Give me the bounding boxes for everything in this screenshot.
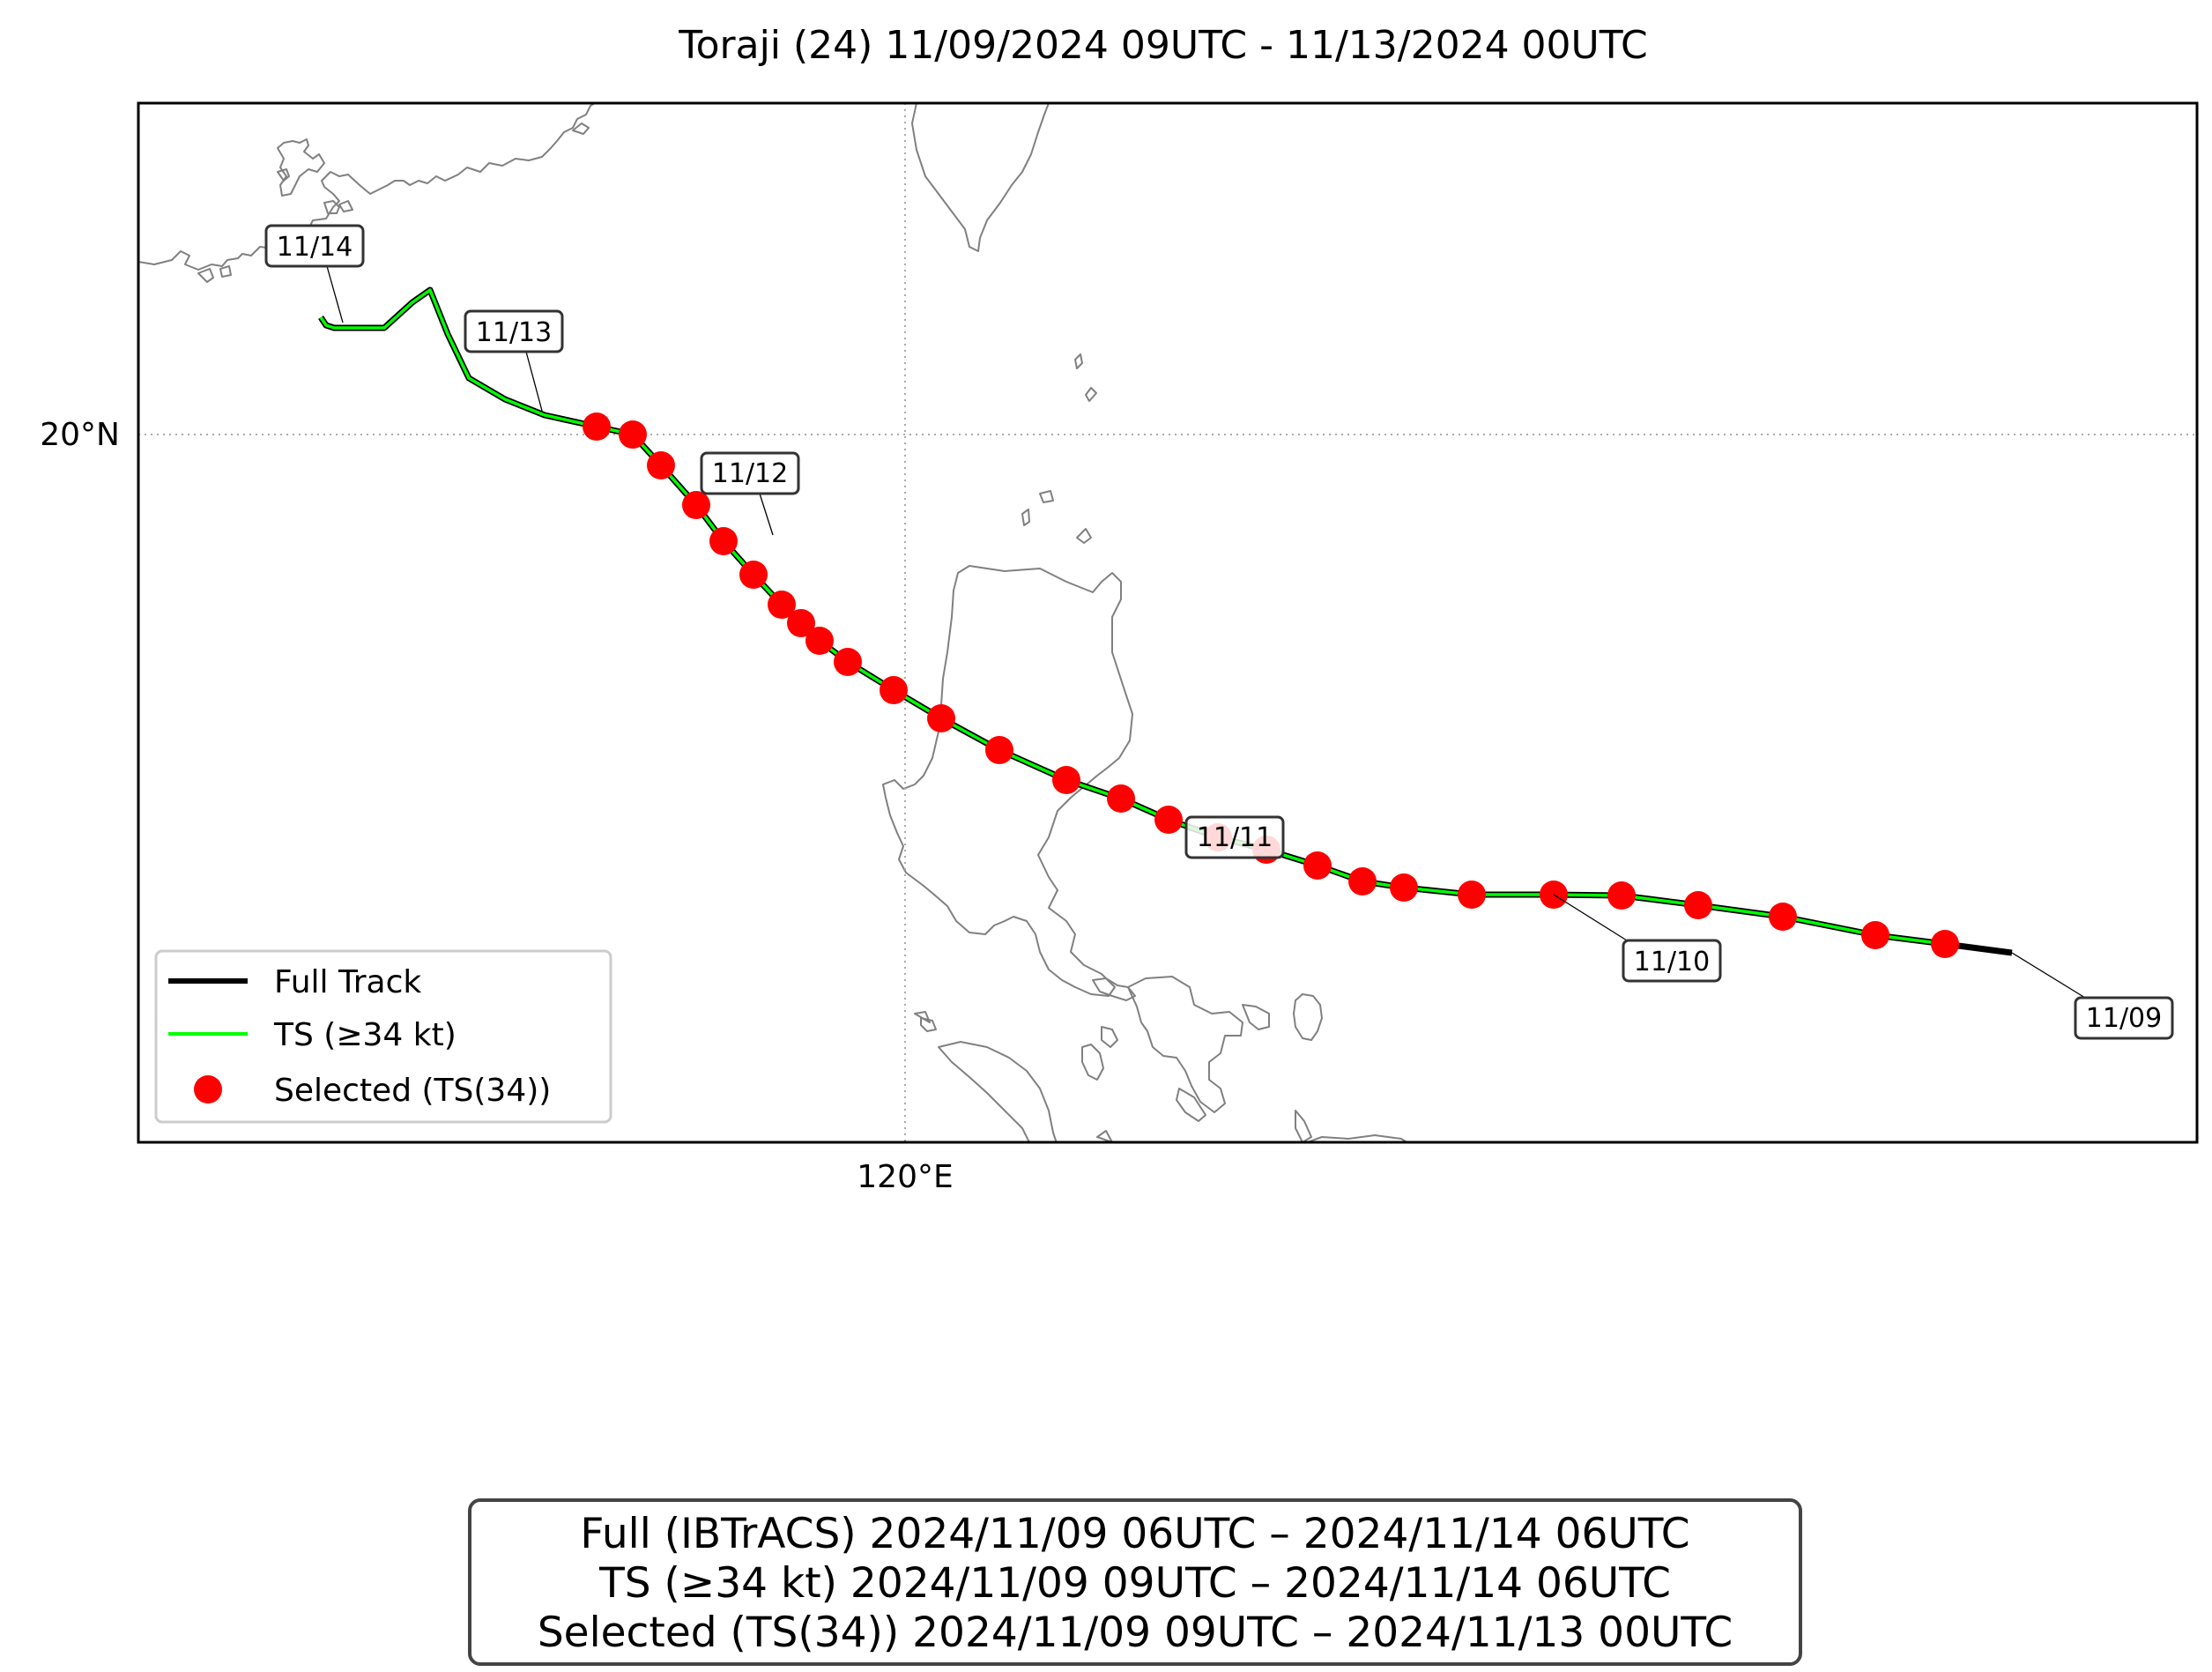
- date-label-11-12: 11/12: [700, 451, 800, 536]
- summary-ts-line: TS (≥34 kt) 2024/11/09 09UTC – 2024/11/1…: [598, 1559, 1671, 1608]
- itbayat-island-coastline: [1085, 387, 1097, 402]
- marinduque-coastline: [1081, 1044, 1104, 1081]
- date-label-11-11: 11/11: [1184, 815, 1285, 859]
- selected-point-13: [1107, 784, 1135, 813]
- map-frame: [137, 101, 2199, 1144]
- islet5-coastline: [914, 1011, 931, 1023]
- selected-point-21: [768, 591, 796, 619]
- chart-title: Toraji (24) 11/09/2024 09UTC - 11/13/202…: [678, 23, 1648, 68]
- selected-point-27: [583, 412, 611, 441]
- selected-point-15: [985, 736, 1013, 764]
- china-coastline: [138, 103, 596, 271]
- selected-point-22: [739, 561, 768, 589]
- islet3-coastline: [1176, 1088, 1206, 1122]
- lat-tick-label: 20°N: [40, 417, 120, 453]
- islet-coastline: [920, 1017, 937, 1032]
- date-label-11-14: 11/14: [264, 224, 365, 323]
- selected-point-19: [805, 627, 834, 655]
- legend: Full Track TS (≥34 kt) Selected (TS(34)): [154, 949, 612, 1124]
- summary-box: Full (IBTrACS) 2024/11/09 06UTC – 2024/1…: [468, 1498, 1802, 1666]
- selected-point-4: [1607, 881, 1636, 910]
- batan-island-coastline: [1074, 353, 1083, 369]
- hong-kong-coastline: [277, 138, 325, 197]
- summary-full-line: Full (IBTrACS) 2024/11/09 06UTC – 2024/1…: [580, 1510, 1689, 1558]
- date-label-11-13: 11/13: [464, 309, 564, 412]
- date-label-11-09: 11/09: [2011, 952, 2174, 1040]
- full-track-line: [318, 286, 2013, 956]
- selected-point-23: [709, 527, 738, 555]
- selected-point-2: [1769, 903, 1797, 931]
- date-label-11-10: 11/10: [1553, 894, 1722, 983]
- babuyan-island-coastline: [1039, 490, 1054, 503]
- selected-point-18: [834, 648, 862, 676]
- selected-point-0: [1931, 930, 1959, 958]
- masbate-coastline: [1127, 976, 1243, 1113]
- burias-coastline: [1092, 977, 1136, 1001]
- selected-point-3: [1684, 891, 1712, 919]
- selected-point-7: [1390, 873, 1418, 902]
- selected-point-17: [880, 676, 908, 704]
- legend-selected-label: Selected (TS(34)): [274, 1073, 551, 1109]
- calayan-island-coastline: [1021, 509, 1030, 526]
- islet4-coastline: [1242, 1004, 1270, 1030]
- summary-selected-line: Selected (TS(34)) 2024/11/09 09UTC – 202…: [538, 1609, 1733, 1657]
- selected-point-8: [1348, 867, 1377, 895]
- islet-china-2: [197, 268, 214, 283]
- selected-point-12: [1154, 806, 1183, 834]
- selected-point-26: [619, 420, 647, 449]
- date-label-11-10-text: 11/10: [1634, 947, 1710, 977]
- selected-point-24: [682, 491, 710, 519]
- selected-point-9: [1303, 851, 1332, 880]
- islet-china-4: [338, 200, 353, 212]
- lantau-coastline: [277, 168, 290, 182]
- legend-full-label: Full Track: [274, 964, 421, 1000]
- taiwan-coastline: [911, 103, 1050, 252]
- bohol-coastline: [1304, 1134, 1409, 1142]
- date-label-11-13-text: 11/13: [476, 317, 552, 348]
- legend-selected-swatch: [194, 1075, 222, 1104]
- selected-point-1: [1861, 921, 1889, 949]
- luzon-coastline: [882, 565, 1133, 997]
- selected-point-6: [1458, 881, 1486, 909]
- selected-point-16: [927, 704, 955, 732]
- selected-point-25: [647, 451, 675, 479]
- date-label-11-11-text: 11/11: [1197, 822, 1273, 853]
- leyte-coastline: [1295, 1110, 1312, 1142]
- samar-islet-coastline: [1293, 993, 1323, 1041]
- date-label-11-12-text: 11/12: [712, 458, 788, 489]
- panay-coastline: [1096, 1130, 1113, 1142]
- legend-box: [154, 949, 612, 1124]
- coastlines: [138, 103, 1409, 1142]
- ts-track-line: [319, 288, 1946, 946]
- date-label-11-14-text: 11/14: [277, 232, 353, 263]
- selected-point-20: [787, 609, 815, 637]
- map-plot-area: 11/09 11/10 11/11 11/12 11/13 11/14: [137, 101, 2199, 1144]
- mindoro-coastline: [938, 1041, 1058, 1142]
- date-label-11-09-text: 11/09: [2086, 1003, 2162, 1034]
- islet-china-1: [323, 200, 340, 214]
- selected-point-14: [1052, 766, 1080, 794]
- islet2-coastline: [1101, 1026, 1118, 1048]
- lon-tick-label: 120°E: [857, 1159, 953, 1195]
- legend-ts-label: TS (≥34 kt): [273, 1017, 457, 1053]
- islet-china-5: [572, 123, 590, 135]
- camiguin-island-coastline: [1076, 528, 1092, 544]
- islet-china-3: [219, 265, 232, 278]
